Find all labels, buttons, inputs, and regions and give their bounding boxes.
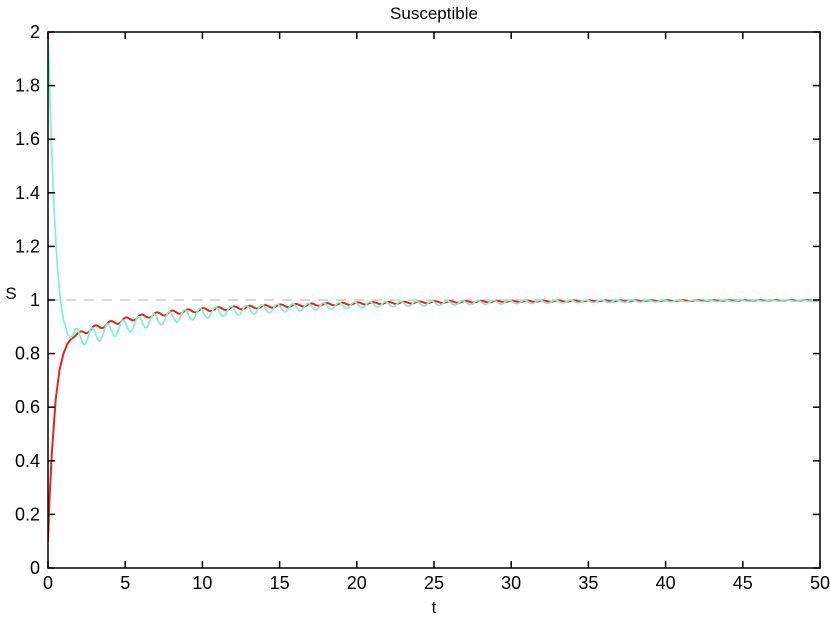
x-tick-label: 25 (424, 573, 444, 593)
x-tick-label: 35 (578, 573, 598, 593)
x-tick-label: 15 (270, 573, 290, 593)
y-tick-label: 2 (30, 22, 40, 42)
series-line-red (48, 299, 820, 543)
x-tick-label: 10 (192, 573, 212, 593)
x-tick-label: 50 (810, 573, 830, 593)
y-tick-label: 0.8 (15, 344, 40, 364)
y-tick-label: 0.4 (15, 451, 40, 471)
series-line-cyan (48, 32, 820, 346)
x-axis-label: t (432, 598, 437, 617)
chart-title: Susceptible (390, 4, 478, 23)
y-tick-label: 1.8 (15, 76, 40, 96)
series-layer (48, 32, 820, 543)
axes-layer: 0 5 10 15 20 25 30 35 40 45 50 0 0.2 0.4 0.6 0.8 1 1.2 1.4… (15, 22, 830, 593)
y-tick-label: 1.6 (15, 129, 40, 149)
y-axis-label: S (5, 284, 16, 303)
x-tick-label: 20 (347, 573, 367, 593)
y-tick-label: 1.4 (15, 183, 40, 203)
y-tick-label: 0 (30, 558, 40, 578)
x-tick-label: 45 (733, 573, 753, 593)
y-tick-label: 0.2 (15, 504, 40, 524)
y-tick-label: 1 (30, 290, 40, 310)
x-tick-label: 40 (656, 573, 676, 593)
x-tick-label: 0 (43, 573, 53, 593)
x-tick-label: 30 (501, 573, 521, 593)
y-tick-label: 0.6 (15, 397, 40, 417)
y-tick-label: 1.2 (15, 236, 40, 256)
x-tick-label: 5 (120, 573, 130, 593)
